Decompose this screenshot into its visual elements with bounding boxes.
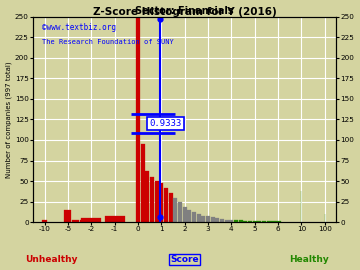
Bar bbox=[271, 221, 275, 222]
Bar bbox=[257, 221, 261, 222]
Bar bbox=[164, 188, 168, 222]
Bar bbox=[150, 177, 154, 222]
Bar bbox=[159, 183, 163, 222]
Bar bbox=[178, 202, 182, 222]
Text: The Research Foundation of SUNY: The Research Foundation of SUNY bbox=[42, 39, 174, 45]
Bar bbox=[253, 221, 257, 222]
Bar bbox=[229, 220, 233, 222]
Text: ©www.textbiz.org: ©www.textbiz.org bbox=[42, 23, 116, 32]
Text: Healthy: Healthy bbox=[289, 255, 329, 264]
Bar bbox=[192, 212, 196, 222]
Bar bbox=[168, 193, 173, 222]
Text: 0.9333: 0.9333 bbox=[149, 119, 181, 128]
Text: Unhealthy: Unhealthy bbox=[25, 255, 77, 264]
Bar bbox=[211, 217, 215, 222]
Bar bbox=[206, 217, 210, 222]
Bar bbox=[243, 221, 247, 222]
Bar bbox=[80, 220, 87, 222]
Y-axis label: Number of companies (997 total): Number of companies (997 total) bbox=[5, 61, 12, 178]
Bar bbox=[225, 220, 229, 222]
Bar bbox=[173, 198, 177, 222]
Bar bbox=[183, 207, 187, 222]
Bar bbox=[140, 144, 145, 222]
Bar bbox=[201, 216, 206, 222]
Bar bbox=[154, 181, 159, 222]
Bar bbox=[64, 210, 71, 222]
Bar bbox=[275, 221, 281, 222]
Text: Score: Score bbox=[170, 255, 199, 264]
Bar bbox=[197, 214, 201, 222]
Bar bbox=[248, 221, 252, 222]
Bar bbox=[220, 219, 224, 222]
Bar bbox=[72, 220, 79, 222]
Bar bbox=[234, 220, 238, 222]
Bar bbox=[136, 18, 140, 222]
Text: Sector: Financials: Sector: Financials bbox=[135, 6, 234, 16]
Bar bbox=[187, 210, 192, 222]
Bar bbox=[42, 220, 47, 222]
Bar bbox=[81, 218, 101, 222]
Bar bbox=[262, 221, 266, 222]
Bar bbox=[105, 216, 125, 222]
Bar bbox=[215, 218, 220, 222]
Title: Z-Score Histogram for Y (2016): Z-Score Histogram for Y (2016) bbox=[93, 6, 276, 16]
Bar bbox=[145, 171, 149, 222]
Bar bbox=[239, 220, 243, 222]
Bar bbox=[267, 221, 271, 222]
